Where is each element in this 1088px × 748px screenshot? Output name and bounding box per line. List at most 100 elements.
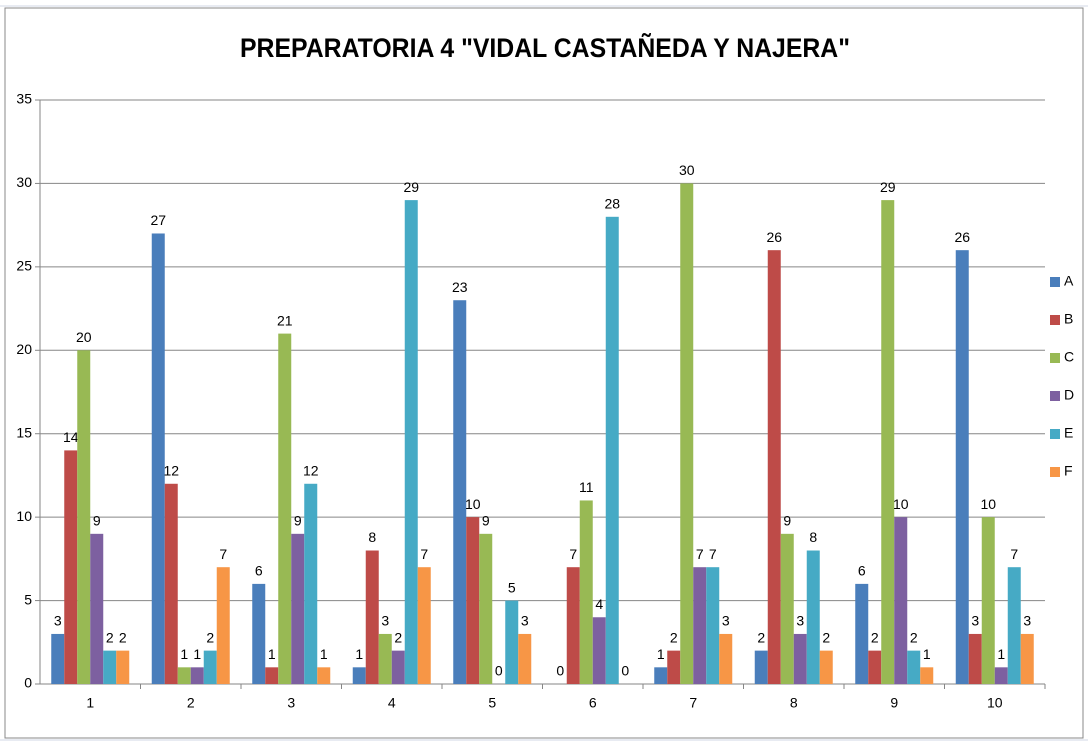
legend-swatch bbox=[1050, 353, 1060, 363]
data-label: 23 bbox=[452, 279, 468, 295]
bar bbox=[164, 483, 178, 684]
legend-label: A bbox=[1064, 273, 1074, 289]
data-label: 26 bbox=[954, 229, 970, 245]
data-label: 7 bbox=[709, 546, 717, 562]
bar bbox=[819, 650, 833, 684]
x-tick-label: 2 bbox=[187, 695, 195, 711]
y-tick-label: 35 bbox=[16, 91, 32, 107]
bar bbox=[1020, 633, 1034, 684]
bar bbox=[566, 567, 580, 684]
bar bbox=[365, 550, 379, 684]
bar bbox=[981, 517, 995, 684]
bar bbox=[680, 183, 694, 684]
bar bbox=[855, 583, 869, 684]
x-tick-label: 8 bbox=[790, 695, 798, 711]
data-label: 8 bbox=[809, 529, 817, 545]
bar bbox=[505, 600, 519, 684]
data-label: 2 bbox=[394, 629, 402, 645]
bar bbox=[605, 216, 619, 685]
legend-label: E bbox=[1064, 425, 1073, 441]
bar bbox=[654, 667, 668, 684]
bar bbox=[479, 533, 493, 684]
x-tick-label: 10 bbox=[987, 695, 1003, 711]
bar bbox=[151, 233, 165, 684]
bar bbox=[265, 667, 279, 684]
data-label: 1 bbox=[355, 646, 363, 662]
data-label: 29 bbox=[403, 179, 419, 195]
bar bbox=[868, 650, 882, 684]
bar bbox=[278, 333, 292, 684]
bar bbox=[1007, 567, 1021, 684]
y-tick-label: 30 bbox=[16, 174, 32, 190]
bar bbox=[77, 350, 91, 684]
data-label: 27 bbox=[150, 212, 166, 228]
data-label: 21 bbox=[277, 312, 293, 328]
bar bbox=[780, 533, 794, 684]
y-tick-label: 20 bbox=[16, 341, 32, 357]
data-label: 5 bbox=[508, 579, 516, 595]
data-label: 1 bbox=[923, 646, 931, 662]
bar bbox=[404, 200, 418, 684]
bar bbox=[177, 667, 191, 684]
data-label: 3 bbox=[722, 613, 730, 629]
bar bbox=[216, 567, 230, 684]
bar bbox=[968, 633, 982, 684]
x-tick-label: 9 bbox=[890, 695, 898, 711]
data-label: 6 bbox=[858, 563, 866, 579]
data-label: 1 bbox=[657, 646, 665, 662]
bar bbox=[592, 617, 606, 684]
bar bbox=[881, 200, 895, 684]
bar bbox=[955, 250, 969, 684]
data-label: 10 bbox=[893, 496, 909, 512]
bar bbox=[103, 650, 117, 684]
bar bbox=[767, 250, 781, 684]
bar bbox=[453, 300, 467, 684]
data-label: 11 bbox=[579, 479, 594, 495]
data-label: 14 bbox=[63, 429, 79, 445]
data-label: 1 bbox=[320, 646, 328, 662]
data-label: 4 bbox=[595, 596, 603, 612]
data-label: 9 bbox=[93, 513, 101, 529]
x-tick-label: 1 bbox=[86, 695, 94, 711]
data-label: 12 bbox=[163, 462, 179, 478]
bar bbox=[706, 567, 720, 684]
data-label: 26 bbox=[766, 229, 782, 245]
data-label: 30 bbox=[679, 162, 695, 178]
data-label: 7 bbox=[696, 546, 704, 562]
legend-swatch bbox=[1050, 391, 1060, 401]
bar bbox=[693, 567, 707, 684]
x-tick-label: 3 bbox=[287, 695, 295, 711]
data-label: 7 bbox=[1010, 546, 1018, 562]
legend-label: C bbox=[1064, 349, 1074, 365]
data-label: 7 bbox=[420, 546, 428, 562]
bar bbox=[754, 650, 768, 684]
y-tick-label: 0 bbox=[24, 675, 32, 691]
bar bbox=[466, 517, 480, 684]
data-label: 3 bbox=[796, 613, 804, 629]
bar bbox=[64, 450, 78, 684]
data-label: 1 bbox=[997, 646, 1005, 662]
data-label: 9 bbox=[482, 513, 490, 529]
bar bbox=[317, 667, 331, 684]
bar bbox=[291, 533, 305, 684]
bar bbox=[90, 533, 104, 684]
bar bbox=[304, 483, 318, 684]
data-label: 20 bbox=[76, 329, 92, 345]
data-label: 2 bbox=[106, 629, 114, 645]
data-label: 2 bbox=[822, 629, 830, 645]
bar bbox=[190, 667, 204, 684]
data-label: 3 bbox=[54, 613, 62, 629]
legend-swatch bbox=[1050, 429, 1060, 439]
x-tick-label: 4 bbox=[388, 695, 396, 711]
data-label: 3 bbox=[1023, 613, 1031, 629]
bar bbox=[391, 650, 405, 684]
bar bbox=[806, 550, 820, 684]
data-label: 8 bbox=[368, 529, 376, 545]
data-label: 6 bbox=[255, 563, 263, 579]
data-label: 1 bbox=[193, 646, 201, 662]
data-label: 0 bbox=[621, 663, 629, 679]
bar bbox=[378, 633, 392, 684]
chart-title: PREPARATORIA 4 "VIDAL CASTAÑEDA Y NAJERA… bbox=[240, 32, 850, 63]
data-label: 2 bbox=[757, 629, 765, 645]
bar bbox=[894, 517, 908, 684]
